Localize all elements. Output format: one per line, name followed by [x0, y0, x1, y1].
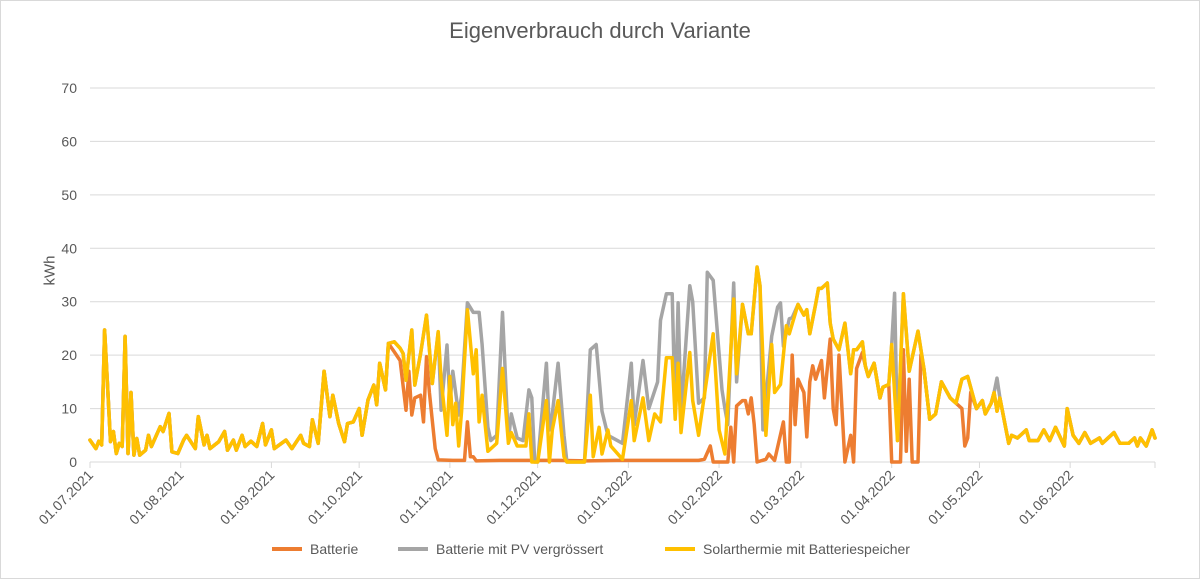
y-tick-label: 40 — [61, 240, 77, 256]
y-tick-label: 20 — [61, 347, 77, 363]
y-tick-label: 50 — [61, 187, 77, 203]
legend-item-solarthermie: Solarthermie mit Batteriespeicher — [665, 541, 910, 557]
x-tick-label: 01.11.2021 — [396, 467, 456, 527]
legend-item-batterie-pv: Batterie mit PV vergrössert — [398, 541, 603, 557]
legend-swatch — [272, 547, 302, 551]
x-tick-label: 01.02.2022 — [664, 467, 725, 528]
y-tick-label: 30 — [61, 294, 77, 310]
legend-label: Batterie — [310, 541, 359, 557]
y-tick-label: 70 — [61, 80, 77, 96]
legend-swatch — [398, 547, 428, 551]
x-tick-label: 01.09.2021 — [217, 467, 278, 528]
y-tick-label: 10 — [61, 401, 77, 417]
x-tick-label: 01.10.2021 — [304, 467, 365, 528]
legend-swatch — [665, 547, 695, 551]
x-tick-label: 01.07.2021 — [35, 467, 96, 528]
x-tick-label: 01.08.2021 — [126, 467, 187, 528]
series-line-solarthermie-mit-batteriespeicher — [88, 265, 1157, 464]
x-tick-label: 01.05.2022 — [925, 467, 986, 528]
y-tick-label: 60 — [61, 133, 77, 149]
x-tick-label: 01.04.2022 — [837, 467, 898, 528]
x-tick-label: 01.03.2022 — [746, 467, 807, 528]
legend-item-batterie: Batterie — [272, 541, 358, 557]
legend-label: Solarthermie mit Batteriespeicher — [703, 541, 910, 557]
x-tick-label: 01.12.2021 — [483, 467, 544, 528]
x-tick-label: 01.01.2022 — [574, 467, 635, 528]
legend-label: Batterie mit PV vergrössert — [436, 541, 604, 557]
y-tick-label: 0 — [69, 454, 77, 470]
chart-title: Eigenverbrauch durch Variante — [449, 18, 751, 43]
series-line-batterie-mit-pv-vergr-ssert — [88, 265, 1157, 464]
x-tick-label: 01.06.2022 — [1015, 467, 1076, 528]
